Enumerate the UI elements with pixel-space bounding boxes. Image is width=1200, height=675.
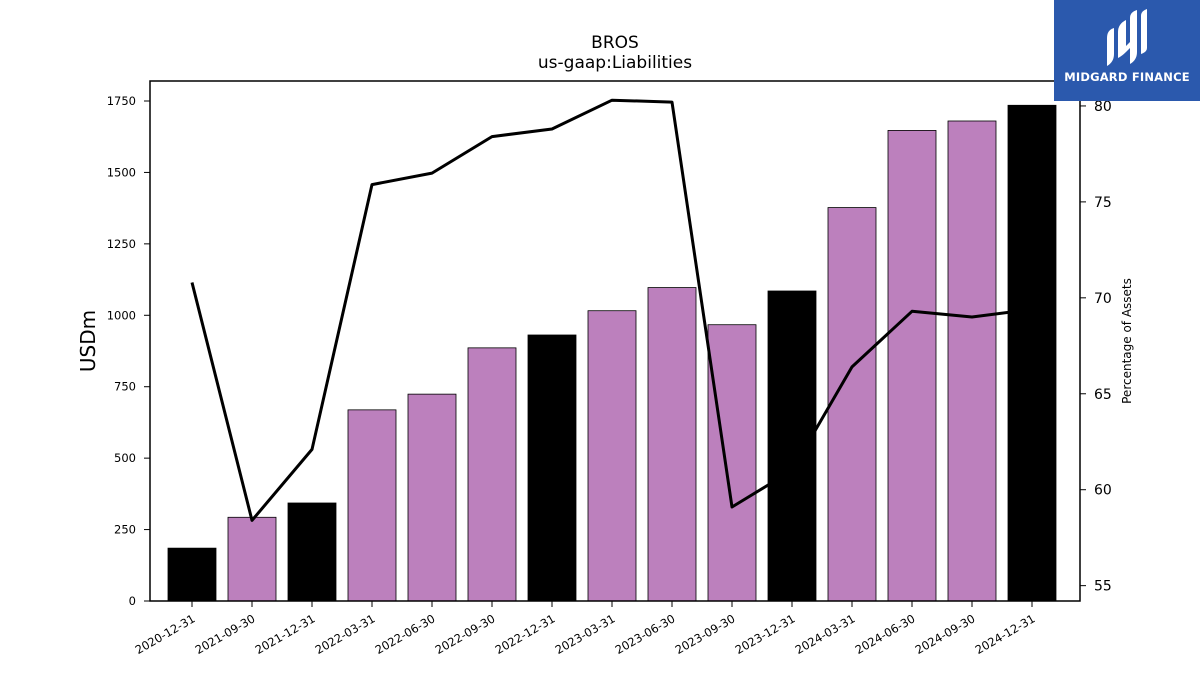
y2-tick-label: 70 <box>1094 291 1112 307</box>
y-tick-label: 1250 <box>107 237 136 251</box>
bar <box>947 120 997 602</box>
y2-axis-label: Percentage of Assets <box>1120 278 1134 404</box>
bar <box>887 130 937 602</box>
logo-text: MIDGARD FINANCE <box>1064 70 1190 84</box>
y-tick-label: 0 <box>129 594 136 608</box>
bar <box>1007 104 1057 602</box>
bar <box>347 409 397 602</box>
x-tick-label: 2020-12-31 <box>133 611 198 657</box>
bar <box>407 393 457 602</box>
bar <box>167 547 217 602</box>
line-series <box>190 98 1033 522</box>
chart-subtitle: us-gaap:Liabilities <box>538 53 692 73</box>
x-tick-label: 2024-06-30 <box>853 611 918 657</box>
y-tick-label: 250 <box>114 523 136 537</box>
x-tick-label: 2022-12-31 <box>493 611 558 657</box>
bar-series <box>167 104 1057 602</box>
bar <box>587 310 637 602</box>
bar <box>707 324 757 602</box>
midgard-logo-mark-icon <box>1107 9 1147 66</box>
x-tick-label: 2022-09-30 <box>433 611 498 657</box>
y-tick-label: 1000 <box>107 308 136 322</box>
y2-tick-label: 60 <box>1094 483 1112 499</box>
y-tick-label: 1500 <box>107 165 136 179</box>
y2-tick-label: 65 <box>1094 387 1112 403</box>
y2-tick-label: 75 <box>1094 195 1112 211</box>
x-tick-label: 2021-09-30 <box>193 611 258 657</box>
x-tick-label: 2024-12-31 <box>973 611 1038 657</box>
x-tick-label: 2022-03-31 <box>313 611 378 657</box>
x-tick-label: 2024-09-30 <box>913 611 978 657</box>
chart-title: BROS <box>591 33 639 53</box>
x-tick-label: 2023-03-31 <box>553 611 618 657</box>
bar <box>647 287 697 602</box>
bar <box>827 207 877 602</box>
plot-frame <box>149 80 1081 602</box>
y2-tick-label: 55 <box>1094 579 1112 595</box>
midgard-logo: MIDGARD FINANCE <box>1054 0 1200 101</box>
x-tick-label: 2023-12-31 <box>733 611 798 657</box>
bar <box>287 502 337 602</box>
bar <box>767 290 817 602</box>
x-tick-label: 2021-12-31 <box>253 611 318 657</box>
y-tick-label: 500 <box>114 451 136 465</box>
x-tick-label: 2023-09-30 <box>673 611 738 657</box>
x-tick-label: 2023-06-30 <box>613 611 678 657</box>
y-tick-label: 1750 <box>107 94 136 108</box>
bar <box>227 516 277 602</box>
y2-tick-label: 80 <box>1094 99 1112 115</box>
y-tick-label: 750 <box>114 380 136 394</box>
bar <box>527 334 577 602</box>
x-tick-label: 2024-03-31 <box>793 611 858 657</box>
y-axis-label: USDm <box>76 310 100 372</box>
bar <box>467 347 517 602</box>
x-tick-label: 2022-06-30 <box>373 611 438 657</box>
